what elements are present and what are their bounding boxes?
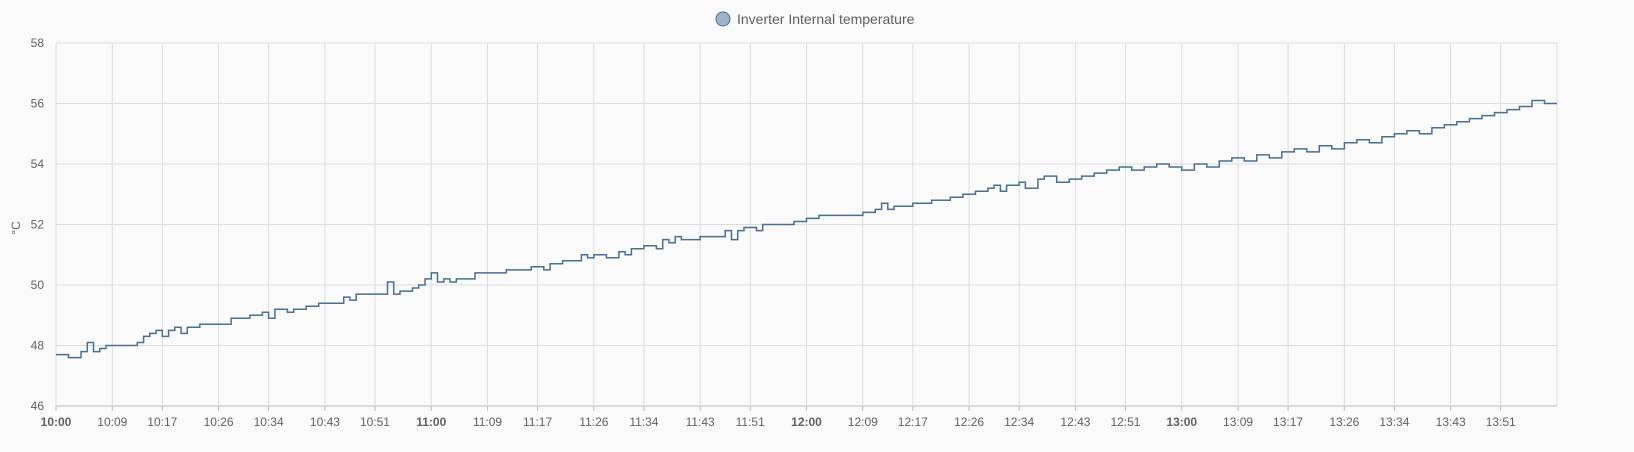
x-tick-label: 12:09 — [848, 415, 878, 429]
x-tick-label: 10:09 — [97, 415, 127, 429]
x-tick-label: 11:17 — [523, 415, 552, 429]
x-tick-label: 11:09 — [473, 415, 502, 429]
x-tick-label: 13:43 — [1436, 415, 1466, 429]
series-group — [56, 99, 1557, 359]
y-axis-label: °C — [9, 221, 23, 235]
x-tick-label: 10:00 — [41, 415, 72, 429]
y-tick-label: 58 — [31, 36, 45, 50]
x-tick-label: 10:17 — [147, 415, 177, 429]
x-tick-label: 10:43 — [310, 415, 340, 429]
x-tick-label: 13:09 — [1223, 415, 1253, 429]
legend-series-label[interactable]: Inverter Internal temperature — [737, 11, 915, 27]
x-tick-label: 11:34 — [629, 415, 658, 429]
x-tick-label: 12:51 — [1110, 415, 1140, 429]
x-tick-label: 13:17 — [1273, 415, 1303, 429]
x-tick-label: 11:00 — [416, 415, 446, 429]
legend-series-marker[interactable] — [715, 11, 731, 27]
x-tick-label: 13:51 — [1486, 415, 1516, 429]
x-tick-label: 11:51 — [736, 415, 765, 429]
y-tick-label: 54 — [31, 157, 45, 171]
y-tick-label: 52 — [31, 218, 45, 232]
y-tick-label: 56 — [31, 97, 45, 111]
x-tick-label: 13:26 — [1329, 415, 1359, 429]
x-tick-label: 12:34 — [1004, 415, 1034, 429]
grid — [55, 42, 1558, 411]
x-tick-label: 13:34 — [1379, 415, 1409, 429]
x-tick-label: 12:00 — [791, 415, 822, 429]
legend[interactable]: Inverter Internal temperature — [715, 11, 915, 27]
x-tick-label: 12:17 — [898, 415, 928, 429]
x-tick-label: 10:34 — [254, 415, 284, 429]
x-tick-label: 13:00 — [1166, 415, 1197, 429]
y-tick-label: 46 — [31, 399, 45, 413]
x-axis-ticks: 10:00 10:09 10:17 10:26 10:34 10:43 10:51 11:00… — [41, 415, 1516, 429]
x-tick-label: 11:43 — [686, 415, 715, 429]
x-tick-label: 10:51 — [360, 415, 390, 429]
x-tick-label: 11:26 — [579, 415, 608, 429]
x-tick-label: 10:26 — [204, 415, 234, 429]
series-line — [56, 99, 1557, 359]
y-axis-ticks: 46 48 50 52 54 56 58 — [31, 36, 45, 413]
x-tick-label: 12:26 — [954, 415, 984, 429]
x-tick-label: 12:43 — [1060, 415, 1090, 429]
y-tick-label: 48 — [31, 339, 45, 353]
y-tick-label: 50 — [31, 278, 45, 292]
